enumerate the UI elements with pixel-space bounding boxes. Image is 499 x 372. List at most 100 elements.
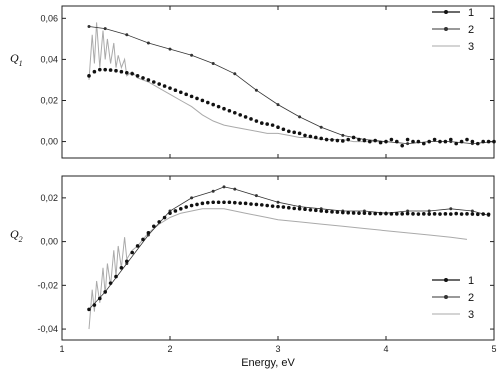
series-1-point: [216, 200, 221, 205]
series-1-point: [179, 207, 183, 211]
series-2-point: [406, 142, 410, 146]
series-1-point: [270, 123, 275, 127]
series-1-point: [341, 210, 345, 215]
series-1-point: [335, 210, 340, 214]
legend-entry-2: 2: [432, 24, 474, 36]
series-1: [87, 200, 491, 312]
series-1-point: [432, 137, 437, 142]
series-1-point: [395, 139, 399, 144]
series-2-point: [449, 207, 453, 211]
series-1-point: [438, 212, 442, 216]
series-3-line: [88, 208, 468, 330]
series-1-point: [265, 122, 270, 126]
series-2-point: [168, 47, 172, 51]
series-2-point: [211, 62, 215, 66]
series-1-point: [287, 205, 291, 210]
series-1-point: [270, 204, 275, 208]
series-1-point: [103, 290, 107, 294]
series-1-point: [470, 212, 475, 216]
y-tick-label: 0,02: [40, 95, 58, 105]
series-1-point: [346, 137, 351, 142]
series-1-point: [227, 108, 232, 113]
series-1-point: [189, 203, 194, 208]
series-1-point: [422, 212, 426, 216]
series-2-point: [276, 200, 280, 204]
series-1-point: [351, 135, 356, 140]
series-1-point: [265, 203, 270, 208]
series-1-point: [465, 137, 469, 142]
y-axis-label-subscript: 1: [19, 59, 23, 68]
series-1-point: [92, 69, 97, 74]
series-1-point: [292, 206, 297, 211]
series-1-point: [287, 129, 291, 134]
series-2-point: [254, 194, 258, 198]
legend-entry-3: 3: [432, 41, 474, 53]
series-1-point: [87, 307, 91, 312]
series-1-point: [152, 224, 156, 229]
series-1-point: [465, 212, 469, 216]
series-1-point: [238, 113, 242, 117]
series-1-point: [476, 212, 480, 217]
series-1-point: [405, 137, 410, 142]
series-2-point: [298, 115, 302, 119]
series-1-point: [168, 211, 172, 215]
series-2-point: [254, 88, 258, 92]
series-1-point: [135, 74, 140, 78]
series-1-point: [459, 139, 464, 144]
y-tick-label: 0,00: [40, 137, 58, 147]
series-1-point: [481, 212, 486, 216]
series-1-point: [357, 137, 361, 142]
series-1-point: [319, 136, 324, 141]
series-1-point: [405, 211, 410, 216]
series-1-point: [222, 200, 226, 205]
series-2-point: [103, 27, 107, 31]
series-1-point: [119, 69, 124, 74]
series-1-point: [103, 67, 107, 72]
legend-entry-3: 3: [432, 309, 474, 321]
series-1-point: [260, 121, 264, 125]
series-1-point: [211, 200, 215, 205]
series-1-point: [211, 102, 215, 107]
series-1-point: [443, 139, 448, 144]
series-1-point: [114, 274, 118, 279]
series-1-point: [308, 134, 313, 139]
series-1-point: [92, 303, 97, 307]
legend-label: 1: [468, 275, 474, 287]
series-1-point: [108, 281, 113, 285]
series-1-point: [141, 76, 145, 80]
series-1-point: [427, 212, 432, 216]
series-1-point: [243, 201, 248, 206]
series-1-point: [157, 82, 161, 86]
legend-swatch-marker: [444, 295, 448, 299]
series-1-point: [276, 125, 280, 129]
series-1-point: [459, 212, 464, 216]
series-1-point: [189, 94, 194, 99]
series-1-point: [146, 78, 151, 82]
series-1-point: [373, 211, 378, 216]
series-1-point: [314, 208, 318, 213]
series-2-point: [87, 25, 91, 29]
series-1-point: [227, 200, 232, 205]
series-1-point: [351, 211, 356, 215]
series-3: [88, 208, 468, 330]
series-1-point: [206, 100, 210, 105]
series-2-line: [88, 26, 495, 145]
series-1-point: [125, 259, 129, 264]
series-2-point: [319, 125, 323, 129]
series-2: [87, 25, 496, 146]
legend-entry-1: 1: [432, 7, 474, 19]
series-1-point: [281, 205, 286, 209]
legend-label: 1: [468, 7, 474, 19]
series-1-point: [449, 212, 453, 216]
series-1-point: [319, 209, 324, 213]
legend-swatch-marker: [444, 278, 448, 282]
series-1-point: [357, 211, 361, 215]
series-1-point: [389, 137, 394, 142]
series-1-point: [443, 212, 448, 216]
series-1-point: [114, 68, 118, 73]
series-1-point: [173, 209, 178, 213]
x-tick-label: 1: [59, 344, 64, 354]
legend-entry-2: 2: [432, 292, 474, 304]
series-2-point: [233, 72, 237, 76]
